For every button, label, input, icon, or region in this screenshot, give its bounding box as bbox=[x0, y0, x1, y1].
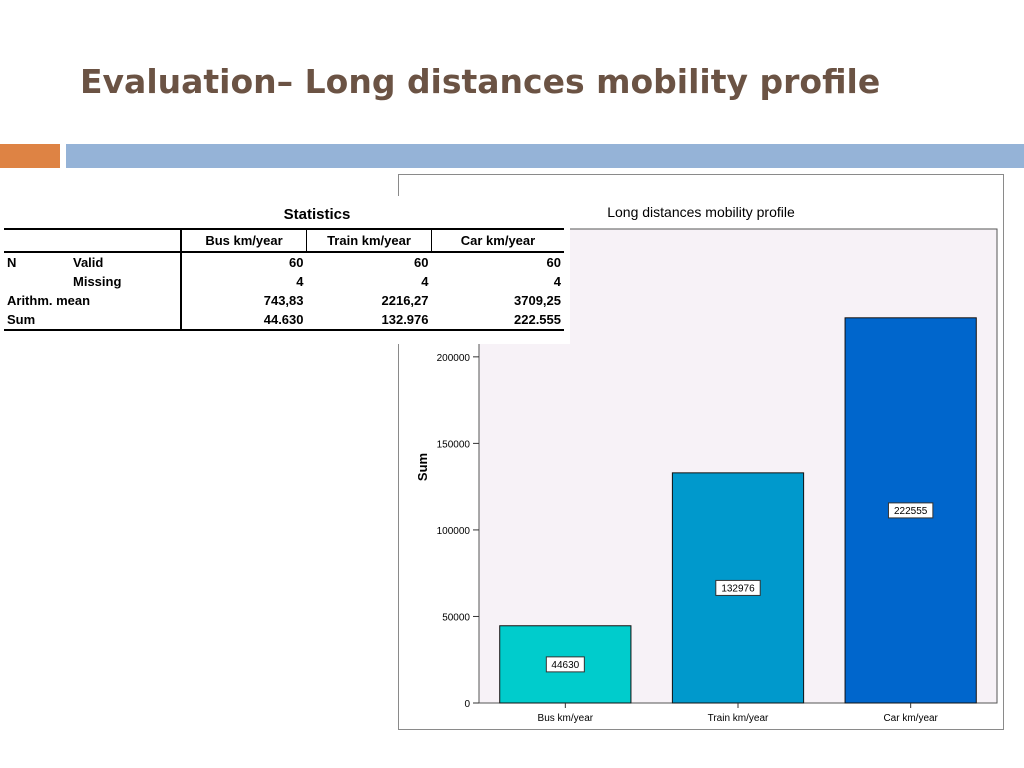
chart-title: Long distances mobility profile bbox=[607, 204, 795, 220]
statistics-caption: Statistics bbox=[4, 206, 570, 223]
y-tick-label: 0 bbox=[464, 699, 470, 710]
bar-value-label: 222555 bbox=[894, 506, 928, 517]
header-blank bbox=[4, 228, 70, 253]
table-cell: 3709,25 bbox=[514, 293, 561, 308]
row-sublabel: Valid bbox=[70, 252, 182, 272]
table-cell: 4 bbox=[421, 274, 429, 289]
accent-bar-blue bbox=[66, 144, 1024, 168]
slide-title: Evaluation– Long distances mobility prof… bbox=[80, 62, 881, 101]
bar-value-label: 44630 bbox=[551, 660, 579, 671]
x-tick-label: Train km/year bbox=[708, 713, 769, 724]
table-cell: 4 bbox=[553, 274, 561, 289]
table-cell: 60 bbox=[414, 255, 429, 270]
statistics-panel: Statistics Bus km/year Train km/year Car… bbox=[4, 196, 570, 344]
y-tick-label: 50000 bbox=[442, 612, 470, 623]
x-tick-label: Car km/year bbox=[883, 713, 938, 724]
y-tick-label: 150000 bbox=[437, 439, 471, 450]
bar-value-label-box bbox=[715, 579, 761, 596]
table-header-row: Bus km/year Train km/year Car km/year bbox=[4, 228, 564, 253]
table-row: Sum 44.630 132.976 222.555 bbox=[4, 310, 564, 331]
column-header-car: Car km/year bbox=[431, 228, 564, 253]
bar-value-label-box bbox=[545, 656, 585, 673]
statistics-caption-text: Statistics bbox=[283, 206, 351, 223]
table-cell: 60 bbox=[546, 255, 561, 270]
row-label: N bbox=[7, 255, 17, 270]
table-row: N Valid 60 60 60 bbox=[4, 252, 564, 272]
bar-value-label: 132976 bbox=[721, 583, 755, 594]
column-header-train: Train km/year bbox=[306, 228, 432, 253]
table-cell: 222.555 bbox=[431, 310, 564, 331]
bar-value-label-box bbox=[887, 502, 934, 519]
table-cell: 2216,27 bbox=[381, 293, 429, 308]
x-tick-label: Bus km/year bbox=[538, 713, 594, 724]
row-label: Sum bbox=[4, 310, 182, 331]
statistics-table: Bus km/year Train km/year Car km/year N … bbox=[4, 228, 564, 331]
table-cell: 743,83 bbox=[263, 293, 304, 308]
row-sublabel: Missing bbox=[70, 272, 182, 291]
table-row: Missing 4 4 4 bbox=[4, 272, 564, 291]
header-blank bbox=[70, 228, 182, 253]
table-cell: 4 bbox=[296, 274, 304, 289]
table-cell: 60 bbox=[289, 255, 304, 270]
row-label: Arithm. mean bbox=[4, 291, 182, 310]
column-header-bus: Bus km/year bbox=[181, 228, 307, 253]
y-tick-label: 200000 bbox=[437, 353, 471, 364]
y-axis-label: Sum bbox=[415, 453, 430, 481]
table-row: Arithm. mean 743,83 2216,27 3709,25 bbox=[4, 291, 564, 310]
table-cell: 44.630 bbox=[181, 310, 307, 331]
table-cell: 132.976 bbox=[306, 310, 432, 331]
accent-bar-orange bbox=[0, 144, 60, 168]
y-tick-label: 100000 bbox=[437, 526, 471, 537]
row-label bbox=[4, 272, 70, 291]
